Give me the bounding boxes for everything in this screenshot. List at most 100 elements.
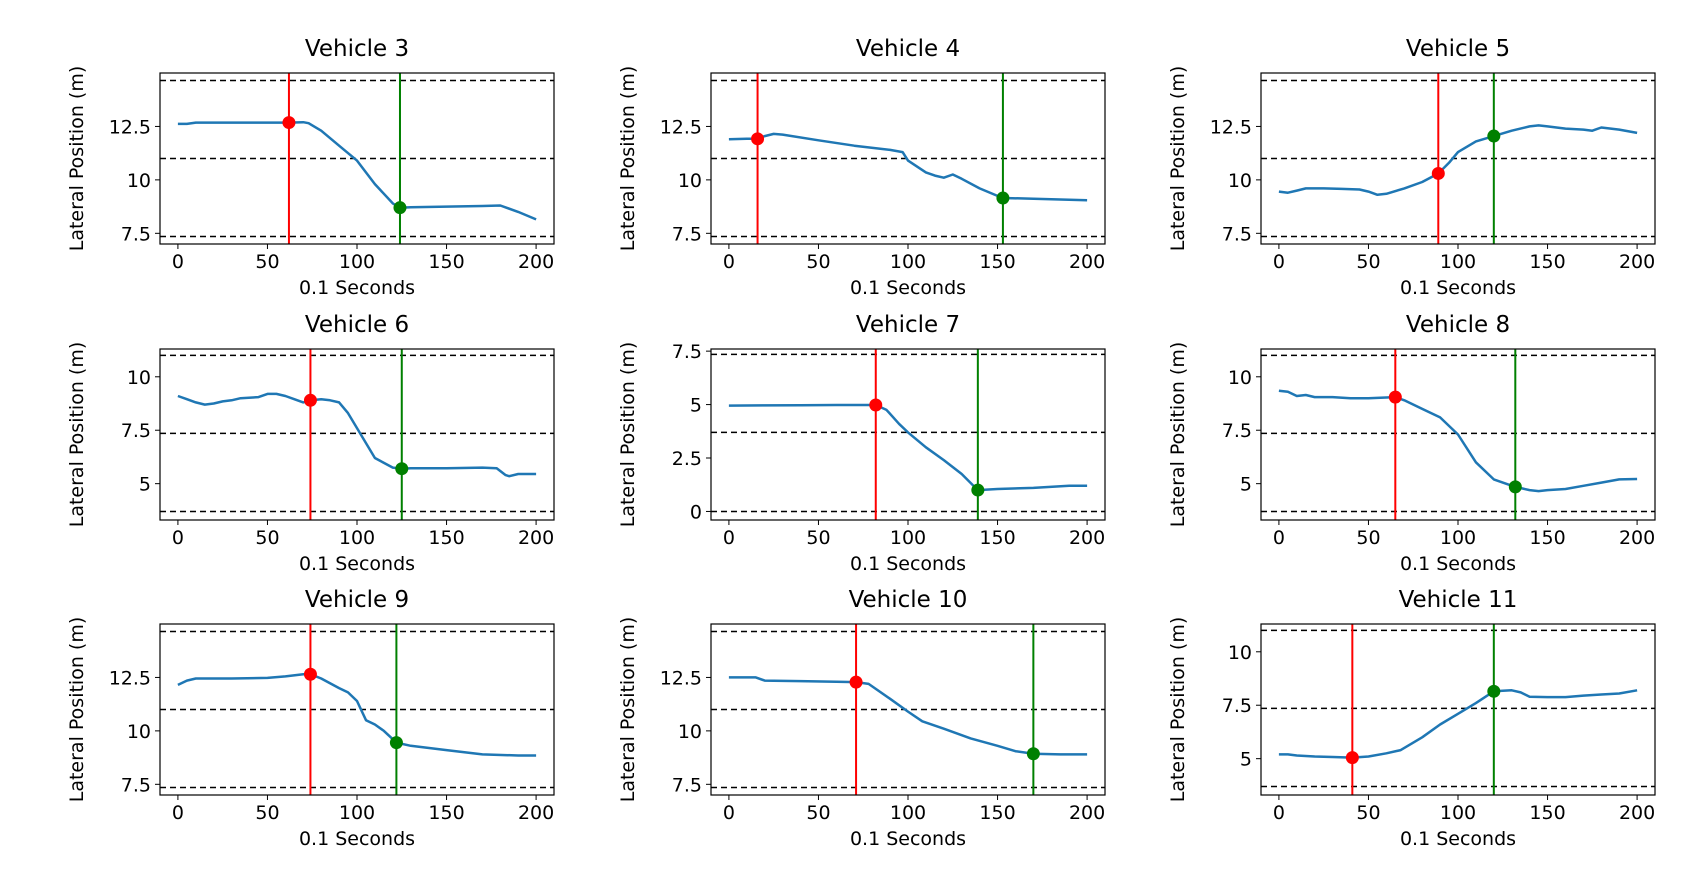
chart-3-ytick-label: 10 [1228,170,1252,192]
chart-5-start-marker [869,398,883,412]
chart-2-title: Vehicle 4 [856,36,960,62]
chart-9-start-marker [1345,751,1359,765]
chart-9-series-line [1278,689,1638,759]
chart-6-xtick-label: 200 [1619,527,1655,549]
chart-2-xtick-label: 200 [1069,251,1105,273]
chart-3-ylabel: Lateral Position (m) [1167,66,1189,252]
chart-8-xtick-label: 50 [806,802,830,824]
chart-7-title: Vehicle 9 [305,587,409,613]
chart-7-xtick-label: 100 [339,802,375,824]
chart-3-series-line [1278,124,1638,197]
chart-8-ytick-label: 12.5 [660,667,702,689]
chart-3-ytick-label: 7.5 [1222,223,1252,245]
chart-8-xtick-label: 150 [979,802,1015,824]
chart-3-end-marker [1487,129,1501,143]
chart-9: Vehicle 11 0 50 100 150 200 5 7.5 10 0.1 Seconds L… [1167,587,1656,850]
chart-8-xtick-label: 100 [890,802,926,824]
chart-8-ytick-label: 7.5 [672,774,702,796]
chart-7: Vehicle 9 0 50 100 150 200 7.5 10 12.5 0.1 Second… [66,587,555,850]
chart-2-xtick-label: 150 [979,251,1015,273]
chart-8-series-line [728,676,1088,756]
chart-4-ytick-label: 10 [127,367,151,389]
chart-5-ylabel: Lateral Position (m) [617,342,639,528]
chart-1-ytick-label: 12.5 [109,116,151,138]
chart-3-xtick-label: 50 [1356,251,1380,273]
chart-5-ytick-label: 7.5 [672,341,702,363]
chart-9-ytick-label: 5 [1240,749,1252,771]
chart-7-ytick-label: 7.5 [121,774,151,796]
chart-1-title: Vehicle 3 [305,36,409,62]
chart-9-xtick-label: 100 [1440,802,1476,824]
chart-4-xtick-label: 0 [172,527,184,549]
chart-5-end-marker [971,483,985,497]
chart-2-ytick-label: 12.5 [660,116,702,138]
chart-5-xtick-label: 100 [890,527,926,549]
chart-4-xtick-label: 50 [255,527,279,549]
chart-2-ytick-label: 10 [678,170,702,192]
chart-6: Vehicle 8 0 50 100 150 200 5 7.5 10 0.1 Seconds La… [1167,312,1656,575]
chart-8-ylabel: Lateral Position (m) [617,617,639,803]
chart-7-xtick-label: 200 [518,802,554,824]
chart-7-xtick-label: 150 [428,802,464,824]
chart-5-xtick-label: 200 [1069,527,1105,549]
chart-3: Vehicle 5 0 50 100 150 200 7.5 10 12.5 0.1 Second… [1167,36,1656,299]
chart-7-ylabel: Lateral Position (m) [66,617,88,803]
chart-4-xtick-label: 200 [518,527,554,549]
chart-9-title: Vehicle 11 [1399,587,1518,613]
chart-2-start-marker [751,132,765,146]
chart-8-start-marker [849,675,863,689]
chart-1-start-marker [282,116,296,130]
chart-5-xtick-label: 150 [979,527,1015,549]
chart-9-ytick-label: 7.5 [1222,695,1252,717]
chart-2-xtick-label: 100 [890,251,926,273]
chart-5: Vehicle 7 0 50 100 150 200 0 2.5 5 7.5 0.1 Seconds… [617,312,1106,575]
chart-4-start-marker [303,393,317,407]
chart-7-ytick-label: 12.5 [109,667,151,689]
chart-1-xtick-label: 200 [518,251,554,273]
chart-2: Vehicle 4 0 50 100 150 200 7.5 10 12.5 0.1 Second… [617,36,1106,299]
chart-1-xtick-label: 50 [255,251,279,273]
chart-1-xlabel: 0.1 Seconds [299,277,415,299]
chart-3-xtick-label: 100 [1440,251,1476,273]
chart-1-xtick-label: 0 [172,251,184,273]
chart-3-xlabel: 0.1 Seconds [1400,277,1516,299]
chart-1-end-marker [393,201,407,215]
chart-1: Vehicle 3 0 50 100 150 200 7.5 10 12.5 0.1 Second… [66,36,555,299]
chart-6-xtick-label: 150 [1529,527,1565,549]
chart-6-series-line [1278,389,1638,493]
chart-8-xlabel: 0.1 Seconds [850,828,966,850]
chart-2-xlabel: 0.1 Seconds [850,277,966,299]
chart-2-end-marker [996,191,1010,205]
chart-6-ytick-label: 10 [1228,367,1252,389]
chart-4-ytick-label: 7.5 [121,420,151,442]
chart-4: Vehicle 6 0 50 100 150 200 5 7.5 10 0.1 Seconds La… [66,312,555,575]
chart-2-xtick-label: 50 [806,251,830,273]
chart-3-start-marker [1431,166,1445,180]
chart-6-xlabel: 0.1 Seconds [1400,553,1516,575]
chart-9-ytick-label: 10 [1228,642,1252,664]
chart-3-ytick-label: 12.5 [1210,116,1252,138]
chart-7-ytick-label: 10 [127,721,151,743]
chart-5-ytick-label: 0 [690,501,702,523]
chart-4-ytick-label: 5 [139,474,151,496]
chart-6-xtick-label: 0 [1273,527,1285,549]
chart-2-xtick-label: 0 [723,251,735,273]
chart-2-series-line [728,132,1088,202]
chart-5-ytick-label: 5 [690,395,702,417]
chart-4-plot-frame [159,348,555,521]
chart-5-xlabel: 0.1 Seconds [850,553,966,575]
chart-9-xtick-label: 50 [1356,802,1380,824]
chart-4-end-marker [395,462,409,476]
chart-6-ytick-label: 7.5 [1222,420,1252,442]
chart-9-xtick-label: 200 [1619,802,1655,824]
chart-3-xtick-label: 150 [1529,251,1565,273]
chart-2-ylabel: Lateral Position (m) [617,66,639,252]
chart-1-xtick-label: 100 [339,251,375,273]
chart-5-title: Vehicle 7 [856,312,960,338]
chart-7-xtick-label: 50 [255,802,279,824]
chart-8-ytick-label: 10 [678,721,702,743]
chart-1-xtick-label: 150 [428,251,464,273]
chart-1-ylabel: Lateral Position (m) [66,66,88,252]
chart-4-xlabel: 0.1 Seconds [299,553,415,575]
chart-7-xtick-label: 0 [172,802,184,824]
